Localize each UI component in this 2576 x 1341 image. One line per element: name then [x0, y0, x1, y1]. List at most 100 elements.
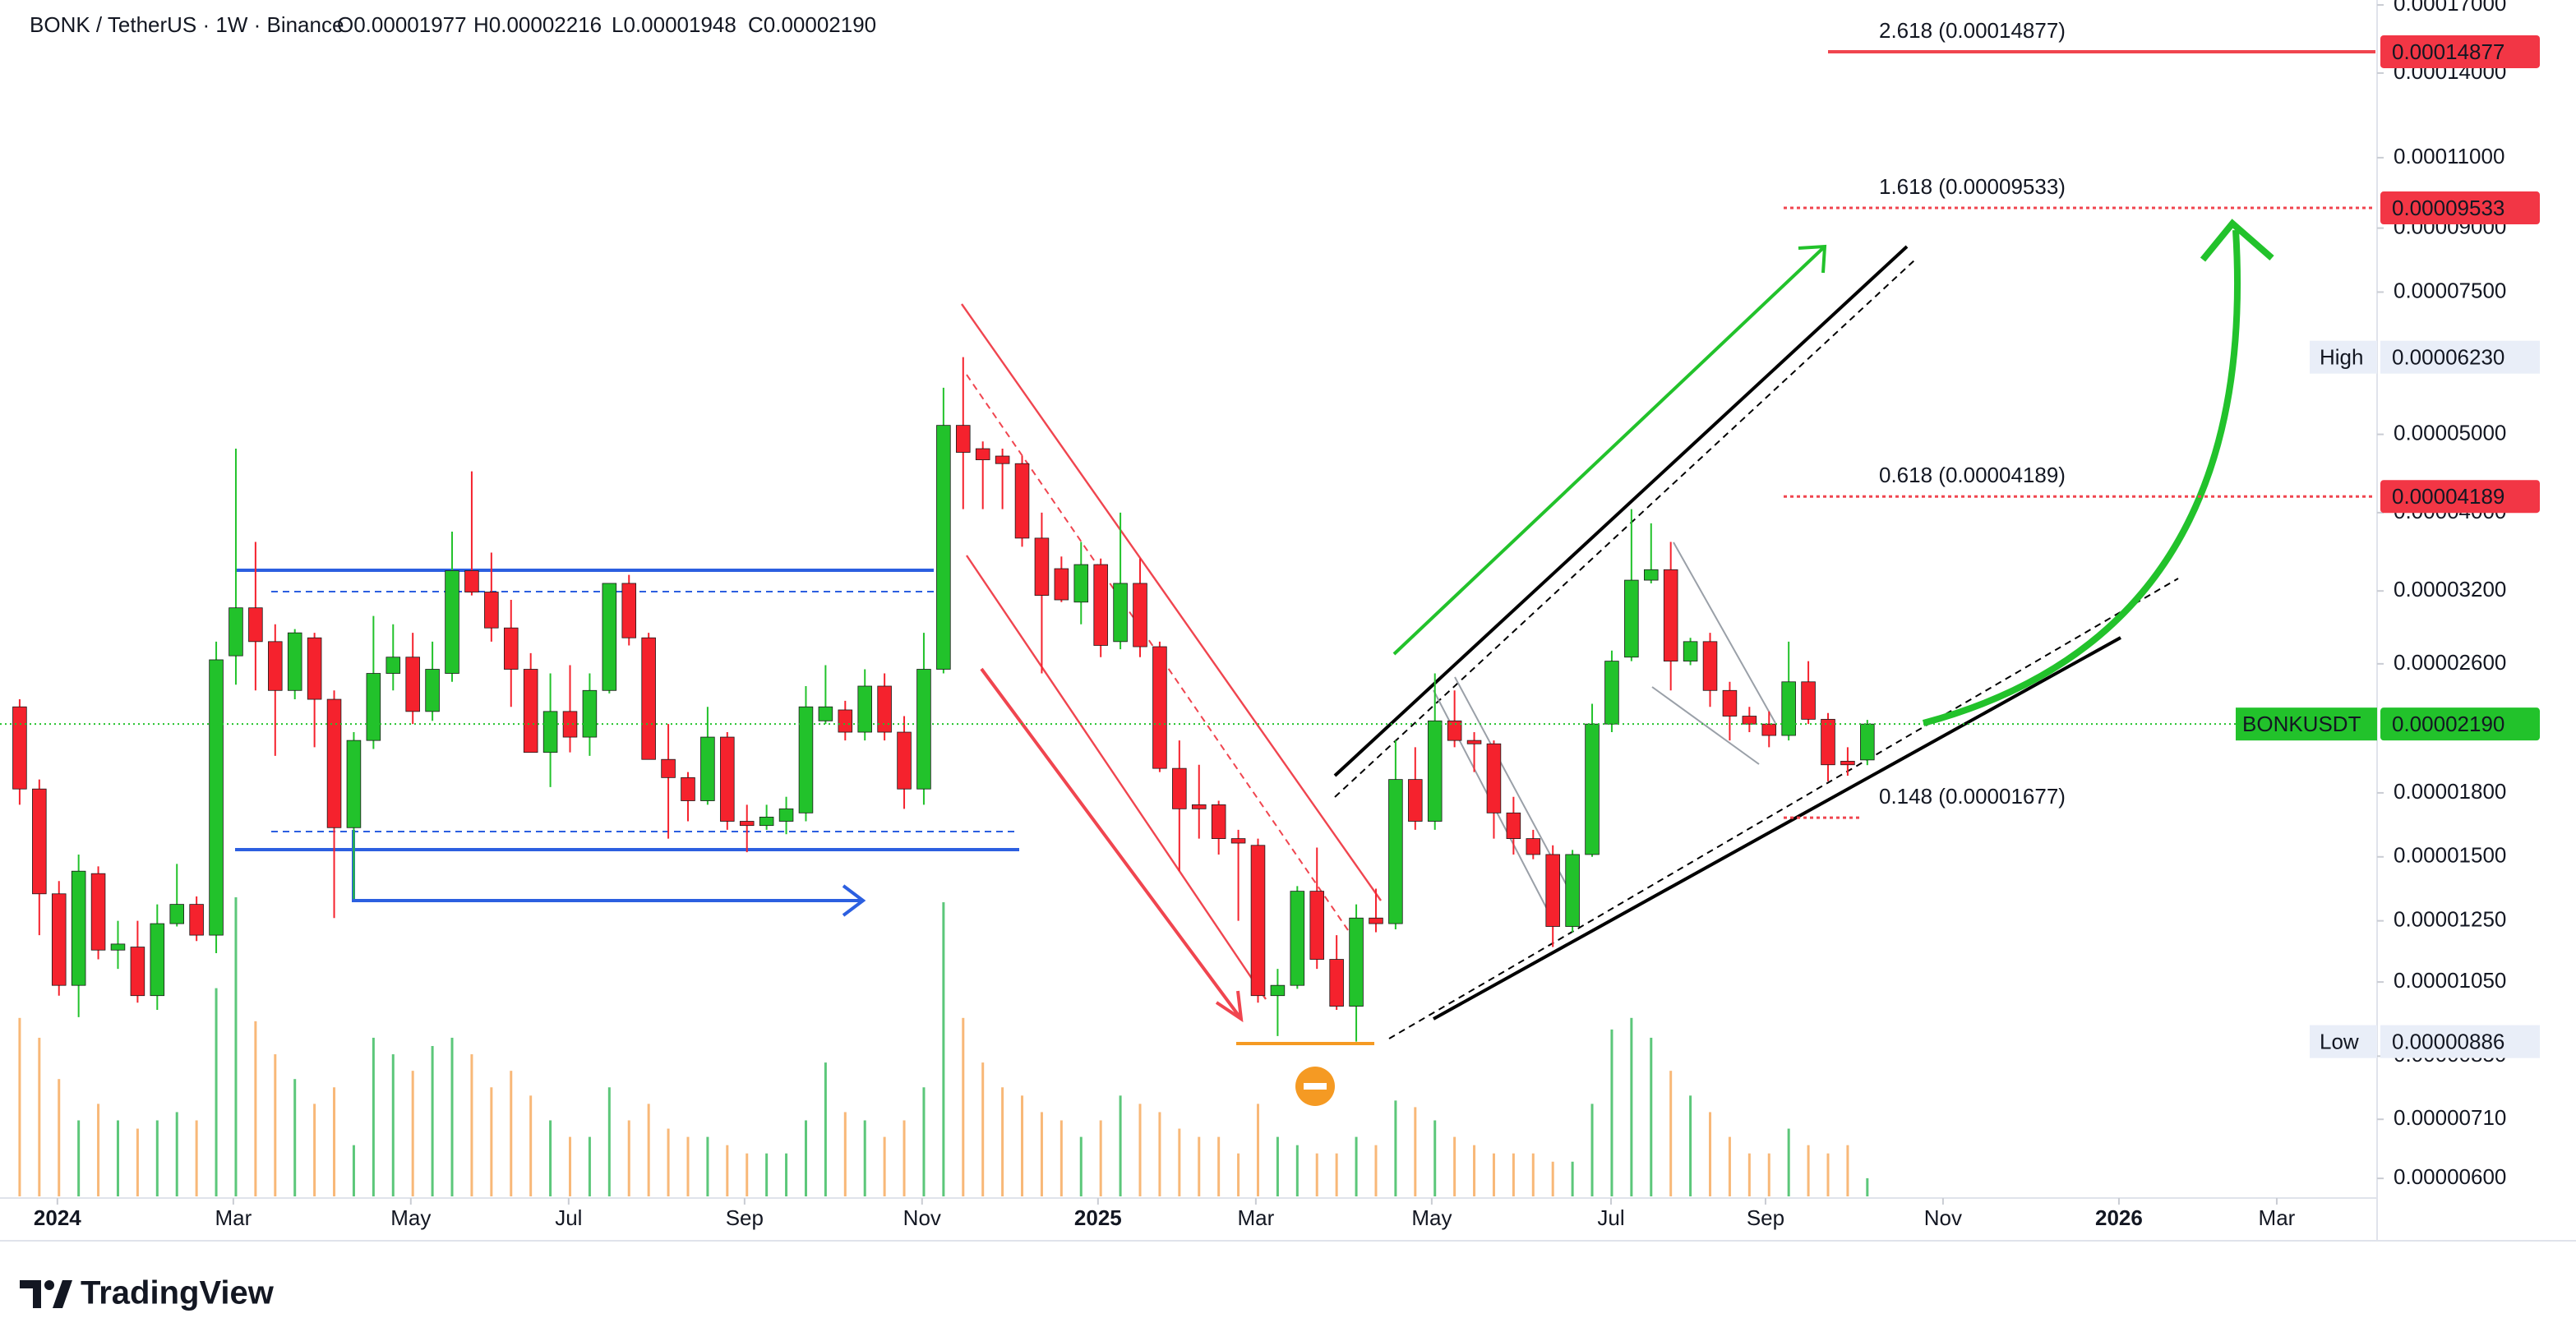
volume-bar [431, 1045, 434, 1196]
ohlc-label: C0.00002190 [748, 12, 876, 37]
volume-bar [1414, 1107, 1417, 1196]
flag-line [1673, 541, 1776, 724]
volume-bar [293, 1079, 297, 1196]
volume-bar [313, 1104, 316, 1196]
volume-bar [1650, 1037, 1653, 1196]
volume-bar [1079, 1136, 1083, 1196]
candle-body [12, 706, 27, 790]
up-channel-top [1333, 245, 1909, 777]
candle-body [681, 776, 695, 801]
candle-body [759, 816, 774, 827]
candle-body [248, 607, 263, 643]
candle-body [1093, 564, 1108, 646]
candle-body [1486, 743, 1502, 813]
flag-line [1651, 686, 1760, 765]
candle-body [268, 641, 283, 691]
volume-bar [1689, 1095, 1692, 1196]
candle-body [1073, 564, 1089, 603]
logo-text: TradingView [81, 1275, 275, 1311]
fib-label: 0.148 (0.00001677) [1879, 784, 2066, 809]
volume-bar [1846, 1145, 1849, 1196]
volume-bar [1709, 1112, 1712, 1196]
x-tick-label: Sep [726, 1205, 764, 1230]
y-tick-label: 0.00003200 [2394, 577, 2506, 601]
volume-bar [116, 1120, 119, 1196]
candle-body [1191, 804, 1207, 809]
volume-bar [1669, 1071, 1673, 1196]
volume-bar [155, 1120, 159, 1196]
volume-bar [726, 1145, 729, 1196]
candles [12, 357, 1875, 1042]
volume-bar [667, 1128, 670, 1196]
volume-bar [38, 1037, 41, 1196]
volume-bar [18, 1017, 21, 1196]
candle-body [130, 947, 145, 997]
x-tick-label: Sep [1747, 1205, 1784, 1230]
x-tick-label: May [1411, 1205, 1452, 1230]
candle-body [916, 669, 931, 790]
candle-body [1014, 463, 1030, 539]
candle-body [1545, 854, 1560, 927]
candle-body [169, 904, 184, 924]
ohlc-label: L0.00001948 [612, 12, 736, 37]
candle-body [1133, 583, 1147, 647]
candle-body [1585, 723, 1600, 855]
candle-body [90, 873, 106, 951]
volume-bar [510, 1071, 513, 1196]
candle-body [739, 821, 755, 827]
y-tick-label: 0.00000710 [2394, 1105, 2506, 1130]
candle-body [1427, 720, 1443, 822]
candle-body [956, 425, 971, 453]
logo-mark [44, 1280, 54, 1290]
marker-name: High [2320, 345, 2363, 370]
volume-bar [1590, 1104, 1594, 1196]
candle-body [229, 607, 243, 657]
candle-body [1761, 723, 1777, 736]
volume-bar [1610, 1029, 1613, 1196]
candle-body [602, 583, 617, 691]
y-tick-label: 0.00001250 [2394, 907, 2506, 932]
logo-mark [53, 1280, 72, 1308]
candle-body [71, 870, 86, 986]
volume-bar [549, 1120, 552, 1196]
volume-bar [195, 1120, 198, 1196]
candle-body [1270, 984, 1286, 997]
candle-body [798, 706, 814, 813]
candle-body [189, 904, 204, 936]
volume-bar [274, 1054, 277, 1196]
volume-bar [746, 1153, 749, 1196]
volume-bar [1355, 1136, 1358, 1196]
candle-body [425, 669, 440, 712]
marker-name-box [2310, 340, 2377, 374]
volume-bar [647, 1104, 650, 1196]
fib-price-label: 0.00014877 [2392, 39, 2504, 64]
volume-bar [1787, 1128, 1790, 1196]
candle-body [1113, 583, 1128, 643]
volume-bar [450, 1037, 454, 1196]
volume-bar [922, 1087, 926, 1196]
candle-body [1290, 891, 1305, 986]
marker-name-box [2310, 1025, 2377, 1058]
x-tick-label: Mar [215, 1205, 252, 1230]
ohlc-label: H0.00002216 [473, 12, 602, 37]
volume-bar [1866, 1177, 1869, 1196]
volume-bar [1276, 1136, 1279, 1196]
candle-body [385, 657, 401, 674]
candle-body [110, 943, 126, 951]
x-tick-label: 2024 [34, 1205, 81, 1230]
volume-bar [1453, 1136, 1457, 1196]
ohlc-label: O0.00001977 [337, 12, 467, 37]
volume-bar [215, 988, 218, 1196]
candle-body [150, 923, 165, 997]
volume-bar [883, 1136, 886, 1196]
fib-label: 0.618 (0.00004189) [1879, 463, 2066, 487]
volume-bar [352, 1145, 355, 1196]
volume-bar [58, 1079, 61, 1196]
marker-name: Low [2320, 1030, 2359, 1054]
candle-body [1565, 854, 1580, 927]
y-tick-label: 0.00017000 [2394, 0, 2506, 16]
x-tick-label: 2026 [2095, 1205, 2143, 1230]
candle-body [720, 736, 735, 822]
candle-body [621, 583, 637, 638]
candle-body [661, 758, 676, 778]
